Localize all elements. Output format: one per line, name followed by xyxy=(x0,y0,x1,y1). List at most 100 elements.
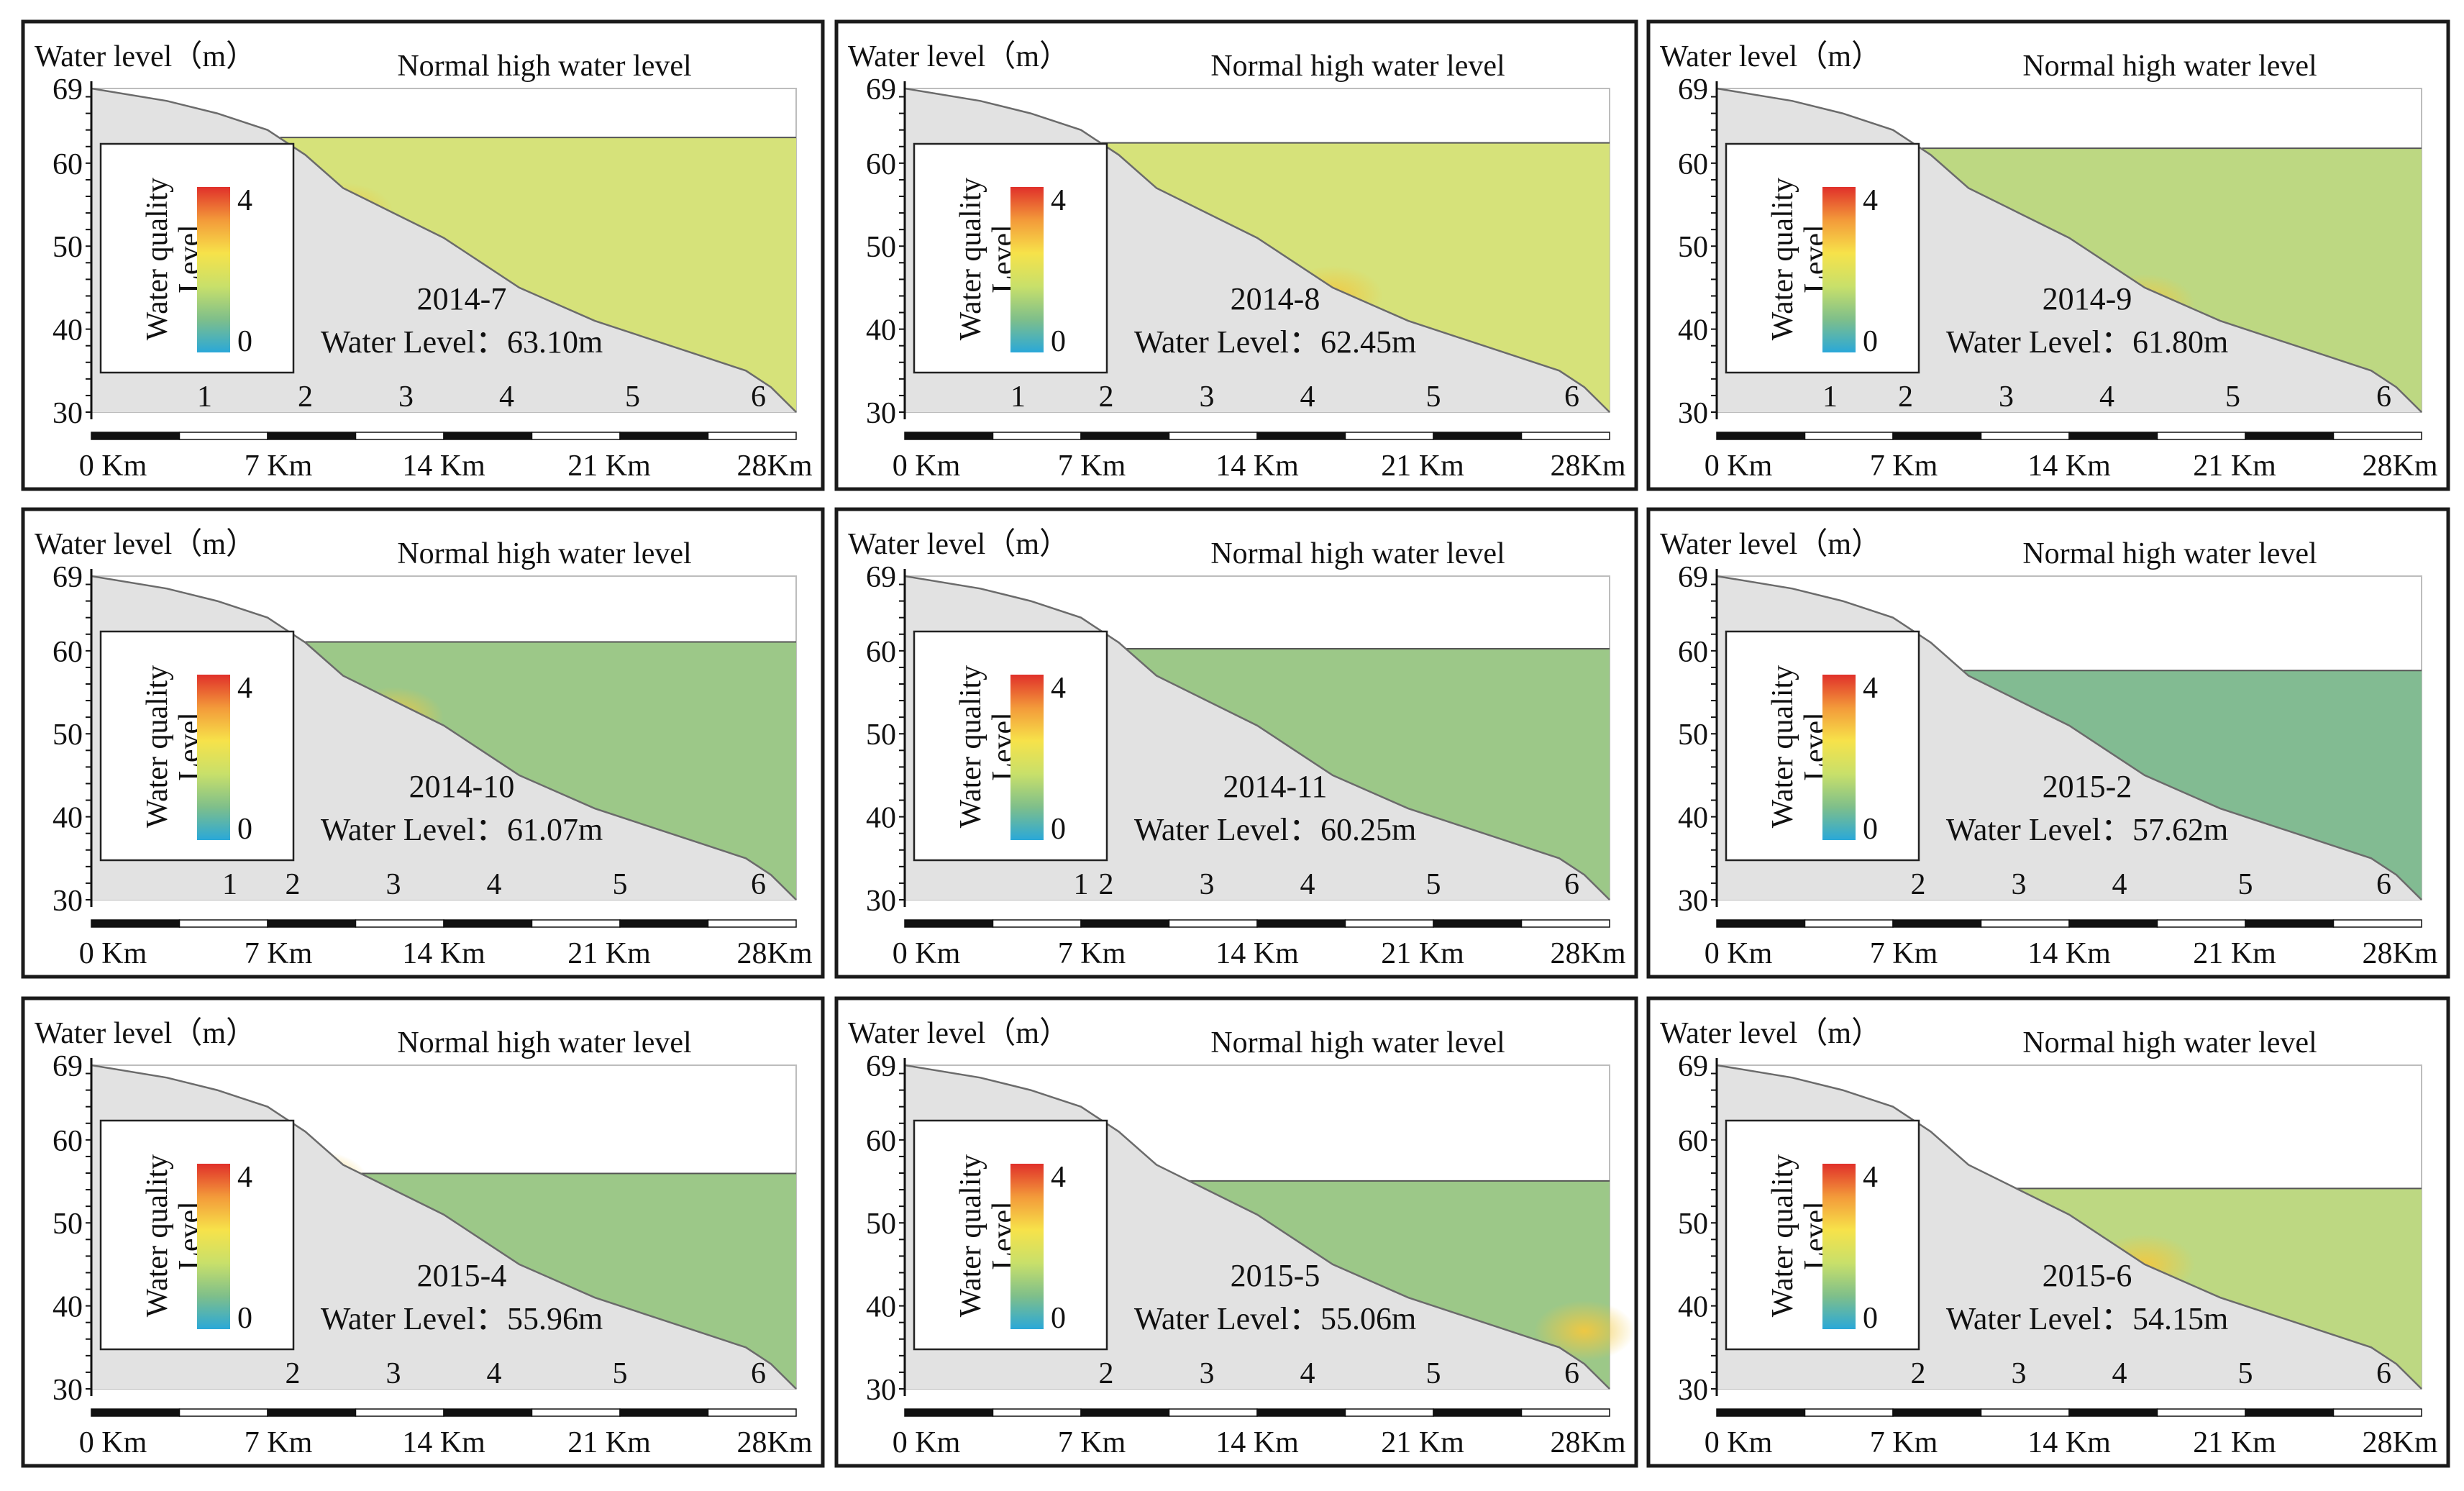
colorbar-max-label: 4 xyxy=(1863,672,1878,705)
station-label: 2 xyxy=(1911,868,1926,901)
station-label: 6 xyxy=(751,868,766,901)
station-label: 3 xyxy=(1999,380,2014,414)
x-tick-label: 0 Km xyxy=(1705,937,1773,970)
scale-bar-segment xyxy=(267,432,357,440)
scale-bar-segment xyxy=(707,432,797,440)
chart-panel: Water level（m） Normal high water level304… xyxy=(21,19,825,491)
scale-bar-segment xyxy=(992,1408,1082,1417)
scale-bar-segment xyxy=(2156,432,2246,440)
panel-date-label: 2015-6 xyxy=(2043,1258,2132,1293)
x-tick-label: 7 Km xyxy=(245,1426,313,1459)
x-tick-label: 14 Km xyxy=(402,1426,485,1459)
scale-bar-segment xyxy=(1433,1408,1523,1417)
x-tick-label: 0 Km xyxy=(1705,1426,1773,1459)
terrain-profile-line xyxy=(91,575,797,900)
scale-bar-segment xyxy=(619,432,709,440)
y-tick-label: 60 xyxy=(1678,636,1708,669)
water-level-annotation: Water Level：55.96m xyxy=(321,1301,603,1336)
normal-high-water-level-label: Normal high water level xyxy=(397,1026,691,1059)
station-label: 3 xyxy=(386,868,401,901)
scale-bar-segment xyxy=(267,919,357,928)
scale-bar-segment xyxy=(178,919,268,928)
water-level-value: 57.62m xyxy=(2132,812,2228,847)
station-label: 2 xyxy=(1099,868,1114,901)
water-level-value: 54.15m xyxy=(2132,1301,2228,1336)
scale-bar-segment xyxy=(1256,1408,1346,1417)
chart-panel: Water level（m） Normal high water level304… xyxy=(834,507,1638,979)
colorbar-min-label: 0 xyxy=(237,813,252,846)
y-tick-label: 69 xyxy=(1678,1050,1708,1083)
water-body xyxy=(1963,670,2422,900)
scale-bar-segment xyxy=(1892,919,1982,928)
scale-bar-segment xyxy=(1980,1408,2070,1417)
y-tick-label: 50 xyxy=(866,719,896,752)
station-label: 2 xyxy=(1898,380,1913,414)
scale-bar-segment xyxy=(619,1408,709,1417)
station-label: 6 xyxy=(2376,380,2391,414)
colorbar-max-label: 4 xyxy=(1051,1161,1066,1194)
scale-bar-segment xyxy=(1256,919,1346,928)
scale-bar-segment xyxy=(91,919,181,928)
y-tick-label: 30 xyxy=(1678,397,1708,430)
y-tick-label: 40 xyxy=(866,314,896,347)
chart-panel: Water level（m） Normal high water level304… xyxy=(21,996,825,1468)
station-label: 3 xyxy=(398,380,414,414)
scale-bar-segment xyxy=(1980,919,2070,928)
terrain-profile-line xyxy=(1716,87,2422,413)
x-tick-label: 28Km xyxy=(1551,450,1626,483)
y-tick-label: 69 xyxy=(866,1050,896,1083)
x-tick-label: 14 Km xyxy=(402,937,485,970)
x-tick-label: 28Km xyxy=(2363,937,2438,970)
x-tick-label: 14 Km xyxy=(1215,937,1299,970)
y-tick-label: 40 xyxy=(866,802,896,835)
scale-bar-segment xyxy=(91,432,181,440)
x-tick-label: 14 Km xyxy=(2027,450,2111,483)
station-label: 2 xyxy=(286,1357,301,1390)
scale-bar-segment xyxy=(2068,432,2158,440)
station-label: 5 xyxy=(613,1357,628,1390)
water-level-annotation: Water Level：55.06m xyxy=(1134,1301,1416,1336)
station-label: 4 xyxy=(2112,1357,2127,1390)
scale-bar-segment xyxy=(1168,432,1258,440)
x-tick-label: 0 Km xyxy=(79,937,147,970)
colorbar xyxy=(197,675,230,840)
scale-bar-segment xyxy=(707,1408,797,1417)
colorbar-title-line1: Water quality xyxy=(141,665,174,828)
station-label: 1 xyxy=(197,380,212,414)
scale-bar-segment xyxy=(1256,432,1346,440)
scale-bar-segment xyxy=(531,432,621,440)
scale-bar-segment xyxy=(1804,1408,1894,1417)
station-label: 6 xyxy=(2376,868,2391,901)
station-label: 1 xyxy=(1074,868,1089,901)
y-axis-label: Water level（m） xyxy=(848,528,1069,561)
station-label: 2 xyxy=(1911,1357,1926,1390)
scale-bar-segment xyxy=(2068,919,2158,928)
y-tick-label: 30 xyxy=(866,1374,896,1407)
colorbar-title-line1: Water quality xyxy=(954,665,987,828)
scale-bar-segment xyxy=(1716,919,1806,928)
station-label: 3 xyxy=(1200,380,1215,414)
terrain-profile-line xyxy=(1716,1064,2422,1390)
colorbar-title-line1: Water quality xyxy=(1766,1154,1799,1317)
y-tick-label: 50 xyxy=(866,231,896,264)
station-label: 5 xyxy=(1426,1357,1441,1390)
water-level-prefix: Water Level： xyxy=(1134,324,1320,360)
y-tick-label: 50 xyxy=(1678,1208,1708,1241)
terrain-profile-line xyxy=(904,87,1610,413)
chart-panel: Water level（m） Normal high water level304… xyxy=(1646,19,2450,491)
colorbar xyxy=(197,1164,230,1329)
y-tick-label: 60 xyxy=(53,148,83,181)
x-tick-label: 28Km xyxy=(1551,1426,1626,1459)
water-level-value: 55.96m xyxy=(507,1301,603,1336)
colorbar-title-line1: Water quality xyxy=(141,1154,174,1317)
colorbar-title-line1: Water quality xyxy=(141,178,174,340)
normal-high-water-level-label: Normal high water level xyxy=(2022,1026,2317,1059)
water-level-value: 61.07m xyxy=(507,812,603,847)
scale-bar-segment xyxy=(355,919,444,928)
panel-date-label: 2015-2 xyxy=(2043,769,2132,804)
colorbar-min-label: 0 xyxy=(237,1302,252,1335)
scale-bar-segment xyxy=(2245,919,2335,928)
water-level-annotation: Water Level：54.15m xyxy=(1946,1301,2228,1336)
